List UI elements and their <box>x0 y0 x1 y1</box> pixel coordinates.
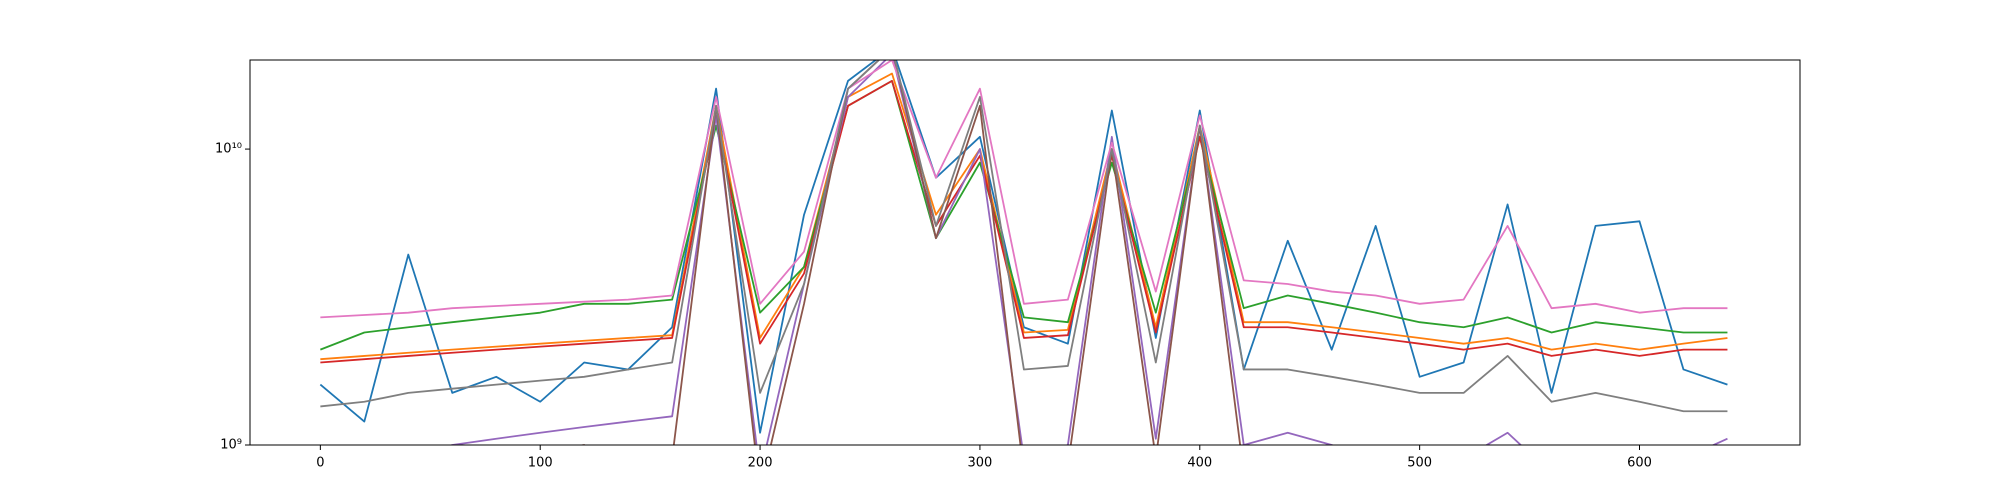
x-tick-label: 200 <box>748 456 773 471</box>
x-tick-label: 0 <box>316 456 324 471</box>
plot-frame <box>249 59 1801 446</box>
x-tick-label: 600 <box>1627 456 1652 471</box>
series-line <box>320 60 1728 319</box>
x-tick-label: 100 <box>528 456 553 471</box>
y-tick-label: 10¹⁰ <box>215 142 242 157</box>
x-tick-label: 300 <box>968 456 993 471</box>
series-line <box>320 60 1728 413</box>
series-line <box>320 72 1728 361</box>
y-tick-label: 10⁹ <box>220 438 242 453</box>
series-line <box>449 60 1728 445</box>
series-line <box>320 79 1728 364</box>
series-line <box>320 79 1728 351</box>
series-line <box>578 60 1242 445</box>
series-line <box>319 60 1728 434</box>
x-tick-label: 500 <box>1407 456 1432 471</box>
x-tick-label: 400 <box>1187 456 1212 471</box>
plot-lines <box>319 60 1728 445</box>
